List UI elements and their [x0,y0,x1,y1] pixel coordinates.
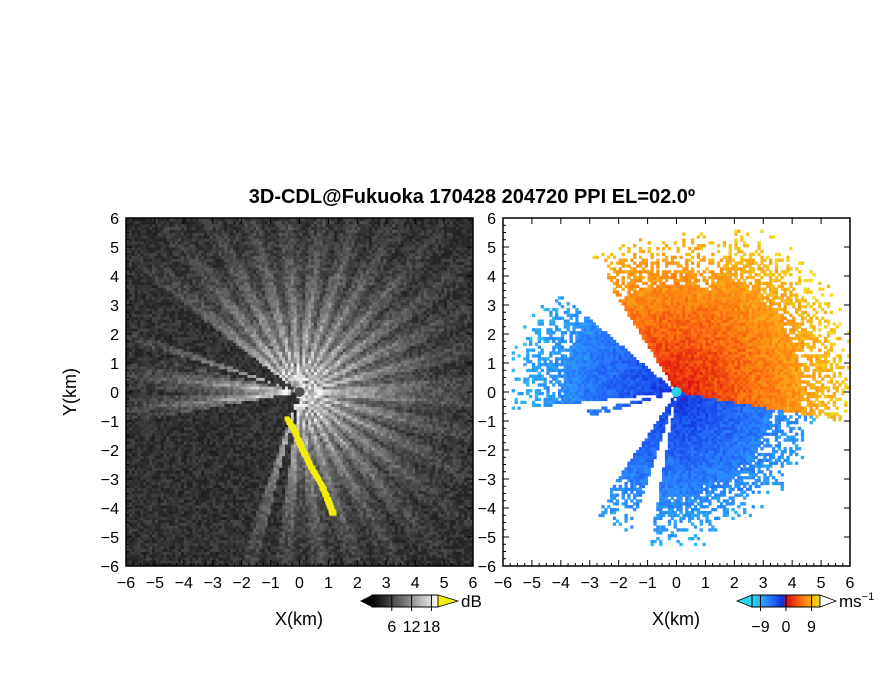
right-colorbar-unit: ms−1 [839,591,874,611]
left-panel: −6 −5 −4 −3 −2 −1 0 1 2 3 4 5 6 6543210−1−2−3−4−5−6 … [60,211,478,629]
right-colorbar-min-arrow [735,594,753,608]
right-x-tick-label: 6 [846,575,855,592]
right-y-tick-label: 5 [487,240,496,257]
right-y-tick-label: 6 [487,211,496,228]
left-x-tick-label: 2 [353,575,362,592]
right-y-tick-label: 2 [487,327,496,344]
right-x-tick-label: −1 [638,575,656,592]
right-colorbar-tick-label: −9 [751,619,769,636]
left-y-tick-label: −1 [101,414,119,431]
left-x-tick-label: 3 [382,575,391,592]
right-x-axis-label: X(km) [652,609,700,629]
right-x-tick-label: 4 [788,575,797,592]
left-x-tick-label: −5 [146,575,164,592]
right-y-tick-label: 1 [487,356,496,373]
right-y-tick-labels: 6 5 4 3 2 1 0 −1 −2 −3 −4 −5 −6 [478,211,496,576]
left-y-axis-label: Y(km) [60,368,80,416]
right-y-tick-label: −3 [478,472,496,489]
left-x-tick-label: −4 [175,575,193,592]
left-x-tick-labels: −6 −5 −4 −3 −2 −1 0 1 2 3 4 5 6 [117,575,478,592]
right-x-tick-label: −3 [581,575,599,592]
right-colorbar-tick-label: 0 [782,619,791,636]
left-x-tick-label: 6 [469,575,478,592]
right-y-tick-label: −2 [478,443,496,460]
right-y-tick-label: 4 [487,269,496,286]
right-x-tick-label: −5 [523,575,541,592]
right-x-tick-label: 3 [759,575,768,592]
right-y-tick-label: 3 [487,298,496,315]
right-x-tick-label: −2 [610,575,628,592]
left-y-tick-labels: 6 5 4 3 2 1 0 −1 −2 −3 −4 −5 −6 [101,211,119,576]
left-y-tick-label: −4 [101,501,119,518]
right-x-tick-label: 2 [730,575,739,592]
left-x-tick-label: −1 [261,575,279,592]
right-x-tick-label: −4 [552,575,570,592]
left-y-tick-label: 4 [110,269,119,286]
left-x-tick-label: 1 [324,575,333,592]
left-y-tick-label: 2 [110,327,119,344]
right-panel: −6 −5 −4 −3 −2 −1 0 1 2 3 4 5 6 6543210−1−2−3−4−5−6 … [478,211,855,629]
left-y-tick-label: −6 [101,559,119,576]
right-y-tick-label: −4 [478,501,496,518]
left-y-tick-label: 3 [110,298,119,315]
right-heatmap [511,229,850,547]
left-y-tick-label: 0 [110,385,119,402]
highlight-cell [329,511,337,516]
left-colorbar: 6 12 18 dB [360,592,482,636]
right-y-tick-label: −5 [478,530,496,547]
left-heatmap [126,218,473,566]
left-colorbar-unit: dB [461,592,482,611]
left-x-tick-label: −3 [204,575,222,592]
left-x-tick-label: 5 [440,575,449,592]
right-colorbar: −9 0 9 ms−1 [735,591,874,636]
right-x-tick-label: 1 [701,575,710,592]
right-y-tick-label: −1 [478,414,496,431]
right-x-tick-label: 0 [672,575,681,592]
chart-title: 3D-CDL@Fukuoka 170428 204720 PPI EL=02.0… [0,186,880,209]
left-x-axis-label: X(km) [275,609,323,629]
left-y-tick-label: −3 [101,472,119,489]
right-x-tick-labels: −6 −5 −4 −3 −2 −1 0 1 2 3 4 5 6 [494,575,855,592]
left-y-tick-label: 5 [110,240,119,257]
left-y-tick-label: −5 [101,530,119,547]
right-x-tick-label: −6 [494,575,512,592]
left-colorbar-min-arrow [360,595,372,607]
right-colorbar-tick-label: 9 [807,619,816,636]
right-colorbar-max-arrow [819,594,838,608]
left-x-tick-label: −2 [233,575,251,592]
left-colorbar-tick-label: 18 [423,619,441,636]
left-colorbar-max-arrow [437,594,460,608]
right-y-tick-label: −6 [478,559,496,576]
right-colorbar-unit-exponent: −1 [862,591,875,603]
left-y-tick-label: 1 [110,356,119,373]
left-colorbar-bar [371,594,439,608]
left-x-tick-label: 0 [295,575,304,592]
left-colorbar-tick-label: 6 [387,619,396,636]
right-x-tick-label: 5 [817,575,826,592]
left-x-tick-label: 4 [411,575,420,592]
radar-center [294,387,305,397]
radar-center-right [671,387,682,397]
left-colorbar-tick-label: 12 [403,619,421,636]
right-colorbar-unit-base: ms [839,592,862,611]
left-x-tick-label: −6 [117,575,135,592]
right-y-tick-label: 0 [487,385,496,402]
left-y-tick-label: 6 [110,211,119,228]
right-axis-ticks [502,217,851,567]
left-y-tick-label: −2 [101,443,119,460]
left-axis-ticks [125,217,474,567]
